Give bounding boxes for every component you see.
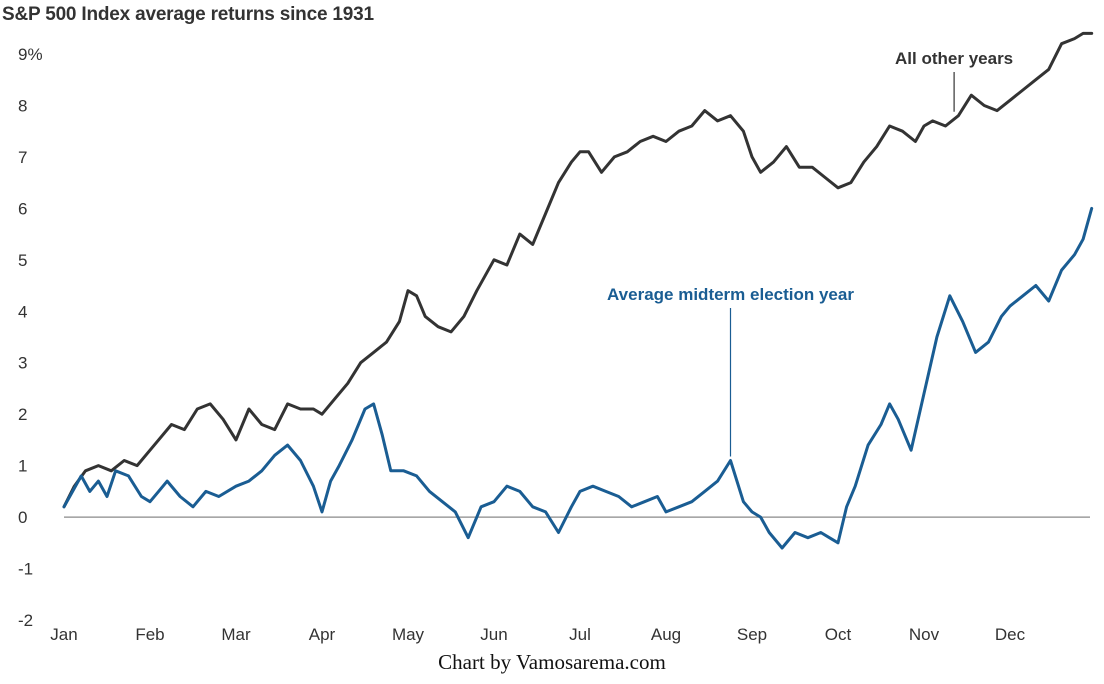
chart-title: S&P 500 Index average returns since 1931: [2, 4, 374, 25]
y-tick-label: 8: [18, 96, 27, 115]
source-note: Chart by Vamosarema.com: [438, 650, 666, 674]
y-tick-label: 0: [18, 508, 27, 527]
annotation-midterm-year: Average midterm election year: [607, 285, 854, 304]
x-axis-tick-labels: Jan Feb Mar Apr May Jun Jul Aug Sep Oct Nov Dec: [50, 625, 1025, 644]
x-tick-label: Apr: [309, 625, 336, 644]
x-tick-label: Jun: [480, 625, 507, 644]
y-axis-tick-labels: 9% 8 7 6 5 4 3 2 1 0 -1 -2: [18, 45, 43, 630]
x-tick-label: Nov: [909, 625, 940, 644]
x-tick-label: Dec: [995, 625, 1026, 644]
x-tick-label: May: [392, 625, 425, 644]
series-layer: [62, 31, 1094, 550]
y-tick-label: 2: [18, 405, 27, 424]
y-tick-label: 6: [18, 199, 27, 218]
y-tick-label: 9%: [18, 45, 43, 64]
y-tick-label: -1: [18, 560, 33, 579]
x-tick-label: Feb: [135, 625, 164, 644]
x-tick-label: Jan: [50, 625, 77, 644]
x-tick-label: Jul: [569, 625, 591, 644]
y-tick-label: 7: [18, 148, 27, 167]
y-tick-label: 1: [18, 457, 27, 476]
y-tick-label: 4: [18, 302, 27, 321]
y-tick-label: 3: [18, 354, 27, 373]
y-tick-label: -2: [18, 611, 33, 630]
x-tick-label: Oct: [825, 625, 852, 644]
series-line-all-other-years: [62, 31, 1094, 509]
annotation-all-other-years: All other years: [895, 49, 1013, 68]
x-tick-label: Sep: [737, 625, 767, 644]
y-tick-label: 5: [18, 251, 27, 270]
annotation-layer: All other years Average midterm election …: [607, 49, 1013, 457]
x-tick-label: Mar: [221, 625, 251, 644]
x-tick-label: Aug: [651, 625, 681, 644]
series-line-midterm-years: [62, 206, 1094, 550]
